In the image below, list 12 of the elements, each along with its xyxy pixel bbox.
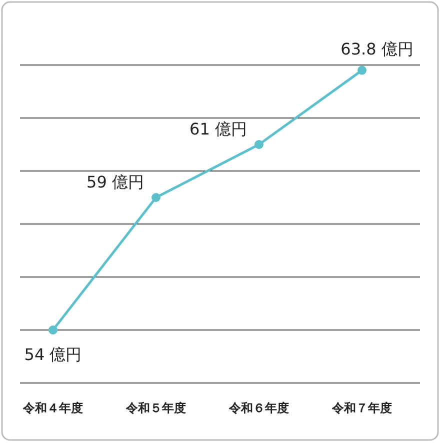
point [48, 326, 58, 334]
x-tick-label: 令和４年度 [22, 401, 83, 415]
data-label: 59 億円 [86, 172, 144, 192]
point [358, 66, 366, 75]
data-label: 61 億円 [190, 120, 247, 138]
data-label: 63.8 億円 [340, 39, 414, 58]
x-tick-label: 令和７年度 [331, 401, 392, 415]
data-label: 54 億円 [24, 345, 82, 364]
x-tick-label: 令和５年度 [125, 401, 186, 415]
point [152, 193, 160, 202]
point [254, 140, 264, 149]
x-tick-label: 令和６年度 [228, 401, 289, 415]
